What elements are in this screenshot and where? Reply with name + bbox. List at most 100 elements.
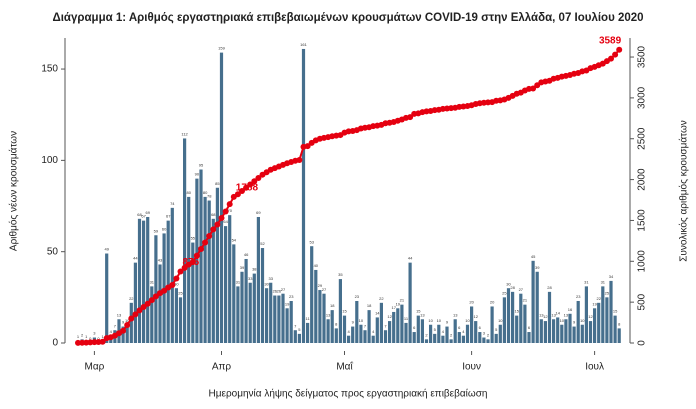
bar-value-label: 28 [510, 285, 515, 290]
bar [412, 332, 416, 343]
bar [326, 319, 330, 343]
bar-value-label: 21 [400, 298, 405, 303]
cumulative-point [206, 232, 213, 239]
bar [404, 322, 408, 343]
bar [310, 246, 314, 343]
bar-value-label: 38 [252, 267, 257, 272]
bar-value-label: 13 [551, 312, 556, 317]
bar-value-label: 23 [289, 294, 294, 299]
bar-value-label: 25 [178, 290, 183, 295]
bar-value-label: 2 [487, 332, 490, 337]
bar-value-label: 20 [469, 300, 474, 305]
chart-title: Διάγραμμα 1: Αριθμός εργαστηριακά επιβεβ… [52, 12, 643, 24]
bar [601, 286, 605, 343]
bar-value-label: 5 [298, 327, 301, 332]
bar [515, 315, 519, 343]
bar [232, 244, 236, 343]
bar-value-label: 59 [154, 228, 159, 233]
bar-value-label: 28 [547, 285, 552, 290]
cumulative-point [222, 208, 229, 215]
bar-value-label: 90 [195, 172, 200, 177]
bar [363, 330, 367, 343]
bar [301, 48, 306, 344]
bar-value-label: 43 [158, 258, 163, 263]
bar [379, 302, 383, 343]
bar-value-label: 8 [335, 321, 338, 326]
cumulative-point [148, 297, 155, 304]
bar-value-label: 17 [391, 305, 396, 310]
bar-value-label: 67 [141, 214, 146, 219]
bar [568, 313, 572, 343]
bar-value-label: 15 [342, 309, 347, 314]
bar [552, 319, 556, 343]
bar [388, 321, 392, 343]
bar [195, 178, 199, 343]
bar [576, 300, 580, 343]
bar [142, 220, 146, 343]
bar [351, 326, 355, 343]
bar [318, 290, 322, 343]
cumulative-label: 3589 [599, 35, 622, 46]
bar-value-label: 30 [264, 281, 269, 286]
bar-value-label: 80 [203, 190, 208, 195]
x-tick-label: Απρ [212, 362, 232, 373]
bar-value-label: 13 [564, 312, 569, 317]
bar-value-label: 6 [528, 325, 531, 330]
bar-value-label: 1 [101, 334, 104, 339]
bar [531, 260, 535, 343]
bar-value-label: 26 [273, 289, 278, 294]
cumulative-point [247, 181, 254, 188]
bar-value-label: 31 [236, 279, 241, 284]
bar-value-label: 69 [145, 210, 150, 215]
bar [207, 200, 211, 343]
bar-value-label: 31 [150, 279, 155, 284]
bar-value-label: 80 [186, 190, 191, 195]
bar [269, 282, 273, 343]
bar-value-label: 60 [162, 226, 167, 231]
cumulative-point [234, 191, 241, 198]
bar [465, 324, 470, 343]
bar-value-label: 0 [97, 336, 100, 341]
cumulative-label: 875 [183, 257, 200, 268]
bar [121, 326, 125, 343]
cumulative-point [616, 46, 623, 53]
bar [478, 332, 482, 343]
bar [474, 321, 478, 343]
bar [178, 297, 183, 343]
bar [588, 321, 593, 343]
bar [424, 339, 429, 343]
bar-value-label: 40 [314, 263, 319, 268]
cumulative-point [193, 252, 200, 259]
y2-tick-label: 1000 [637, 250, 648, 273]
y2-tick-label: 2000 [637, 168, 648, 191]
bar-value-label: 27 [281, 287, 286, 292]
bar [593, 308, 597, 343]
bar [383, 330, 388, 343]
bar-value-label: 26 [277, 289, 282, 294]
cumulative-point [239, 188, 245, 195]
bar-value-label: 68 [137, 212, 142, 217]
bar [281, 293, 285, 343]
bar-value-label: 5 [434, 327, 437, 332]
bar [183, 138, 187, 343]
bar-value-label: 12 [588, 314, 593, 319]
bar [580, 324, 584, 343]
bar-value-label: 20 [490, 300, 495, 305]
bar [125, 324, 129, 343]
bar [289, 300, 293, 343]
bar [609, 280, 613, 343]
bar [355, 300, 359, 343]
bar [605, 297, 609, 343]
bar [470, 306, 474, 343]
bar-value-label: 23 [576, 294, 581, 299]
bar-value-label: 95 [199, 163, 204, 168]
bar-value-label: 0 [89, 336, 92, 341]
bar-value-label: 27 [322, 287, 327, 292]
bar-value-label: 3 [93, 331, 96, 336]
cumulative-point [169, 281, 176, 288]
bar [260, 248, 265, 343]
bar-value-label: 4 [110, 329, 113, 334]
y-tick-label: 150 [41, 64, 58, 75]
cumulative-point [181, 264, 188, 271]
bar-value-label: 19 [285, 301, 290, 306]
